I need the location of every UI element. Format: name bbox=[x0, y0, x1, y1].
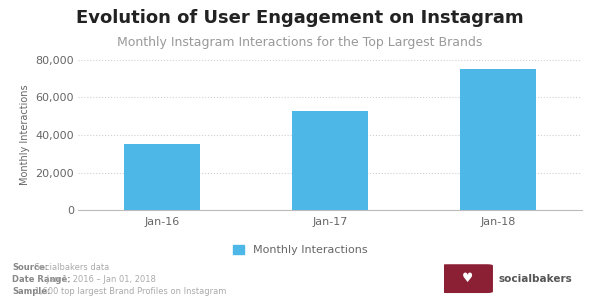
Y-axis label: Monthly Interactions: Monthly Interactions bbox=[20, 85, 29, 185]
Text: Monthly Instagram Interactions for the Top Largest Brands: Monthly Instagram Interactions for the T… bbox=[118, 36, 482, 49]
Text: Date Range:: Date Range: bbox=[12, 274, 71, 284]
Text: Source:: Source: bbox=[12, 262, 48, 272]
Text: Jan 1, 2016 – Jan 01, 2018: Jan 1, 2016 – Jan 01, 2018 bbox=[44, 274, 155, 284]
Legend: Monthly Interactions: Monthly Interactions bbox=[233, 245, 367, 255]
Text: socialbakers: socialbakers bbox=[499, 274, 572, 284]
Bar bbox=[124, 144, 200, 210]
Text: ♥: ♥ bbox=[461, 272, 473, 285]
Text: Socialbakers data: Socialbakers data bbox=[32, 262, 109, 272]
Bar bbox=[460, 69, 536, 210]
Bar bbox=[292, 111, 368, 210]
Text: Sample:: Sample: bbox=[12, 286, 50, 296]
Text: Evolution of User Engagement on Instagram: Evolution of User Engagement on Instagra… bbox=[76, 9, 524, 27]
Text: 1,600 top largest Brand Profiles on Instagram: 1,600 top largest Brand Profiles on Inst… bbox=[32, 286, 227, 296]
FancyBboxPatch shape bbox=[441, 264, 493, 293]
